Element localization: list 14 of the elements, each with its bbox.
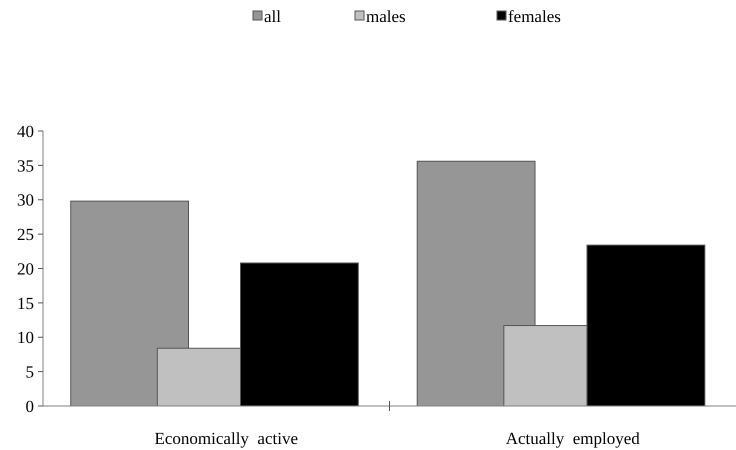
y-tick-label: 10 — [17, 328, 34, 348]
legend-label: females — [508, 7, 561, 26]
y-tick-label: 35 — [17, 156, 34, 176]
y-tick-label: 40 — [17, 122, 34, 141]
y-tick-label: 0 — [26, 396, 34, 416]
x-tick-label: Economically active — [154, 429, 298, 448]
legend-label: all — [264, 7, 282, 26]
y-tick-label: 25 — [17, 225, 34, 244]
y-tick-label: 30 — [17, 190, 34, 210]
y-tick-label: 20 — [17, 259, 34, 278]
x-tick-label: Actually employed — [506, 429, 640, 448]
y-tick-label: 5 — [26, 362, 34, 382]
legend-label: males — [366, 7, 406, 26]
y-tick-label: 15 — [17, 294, 34, 313]
